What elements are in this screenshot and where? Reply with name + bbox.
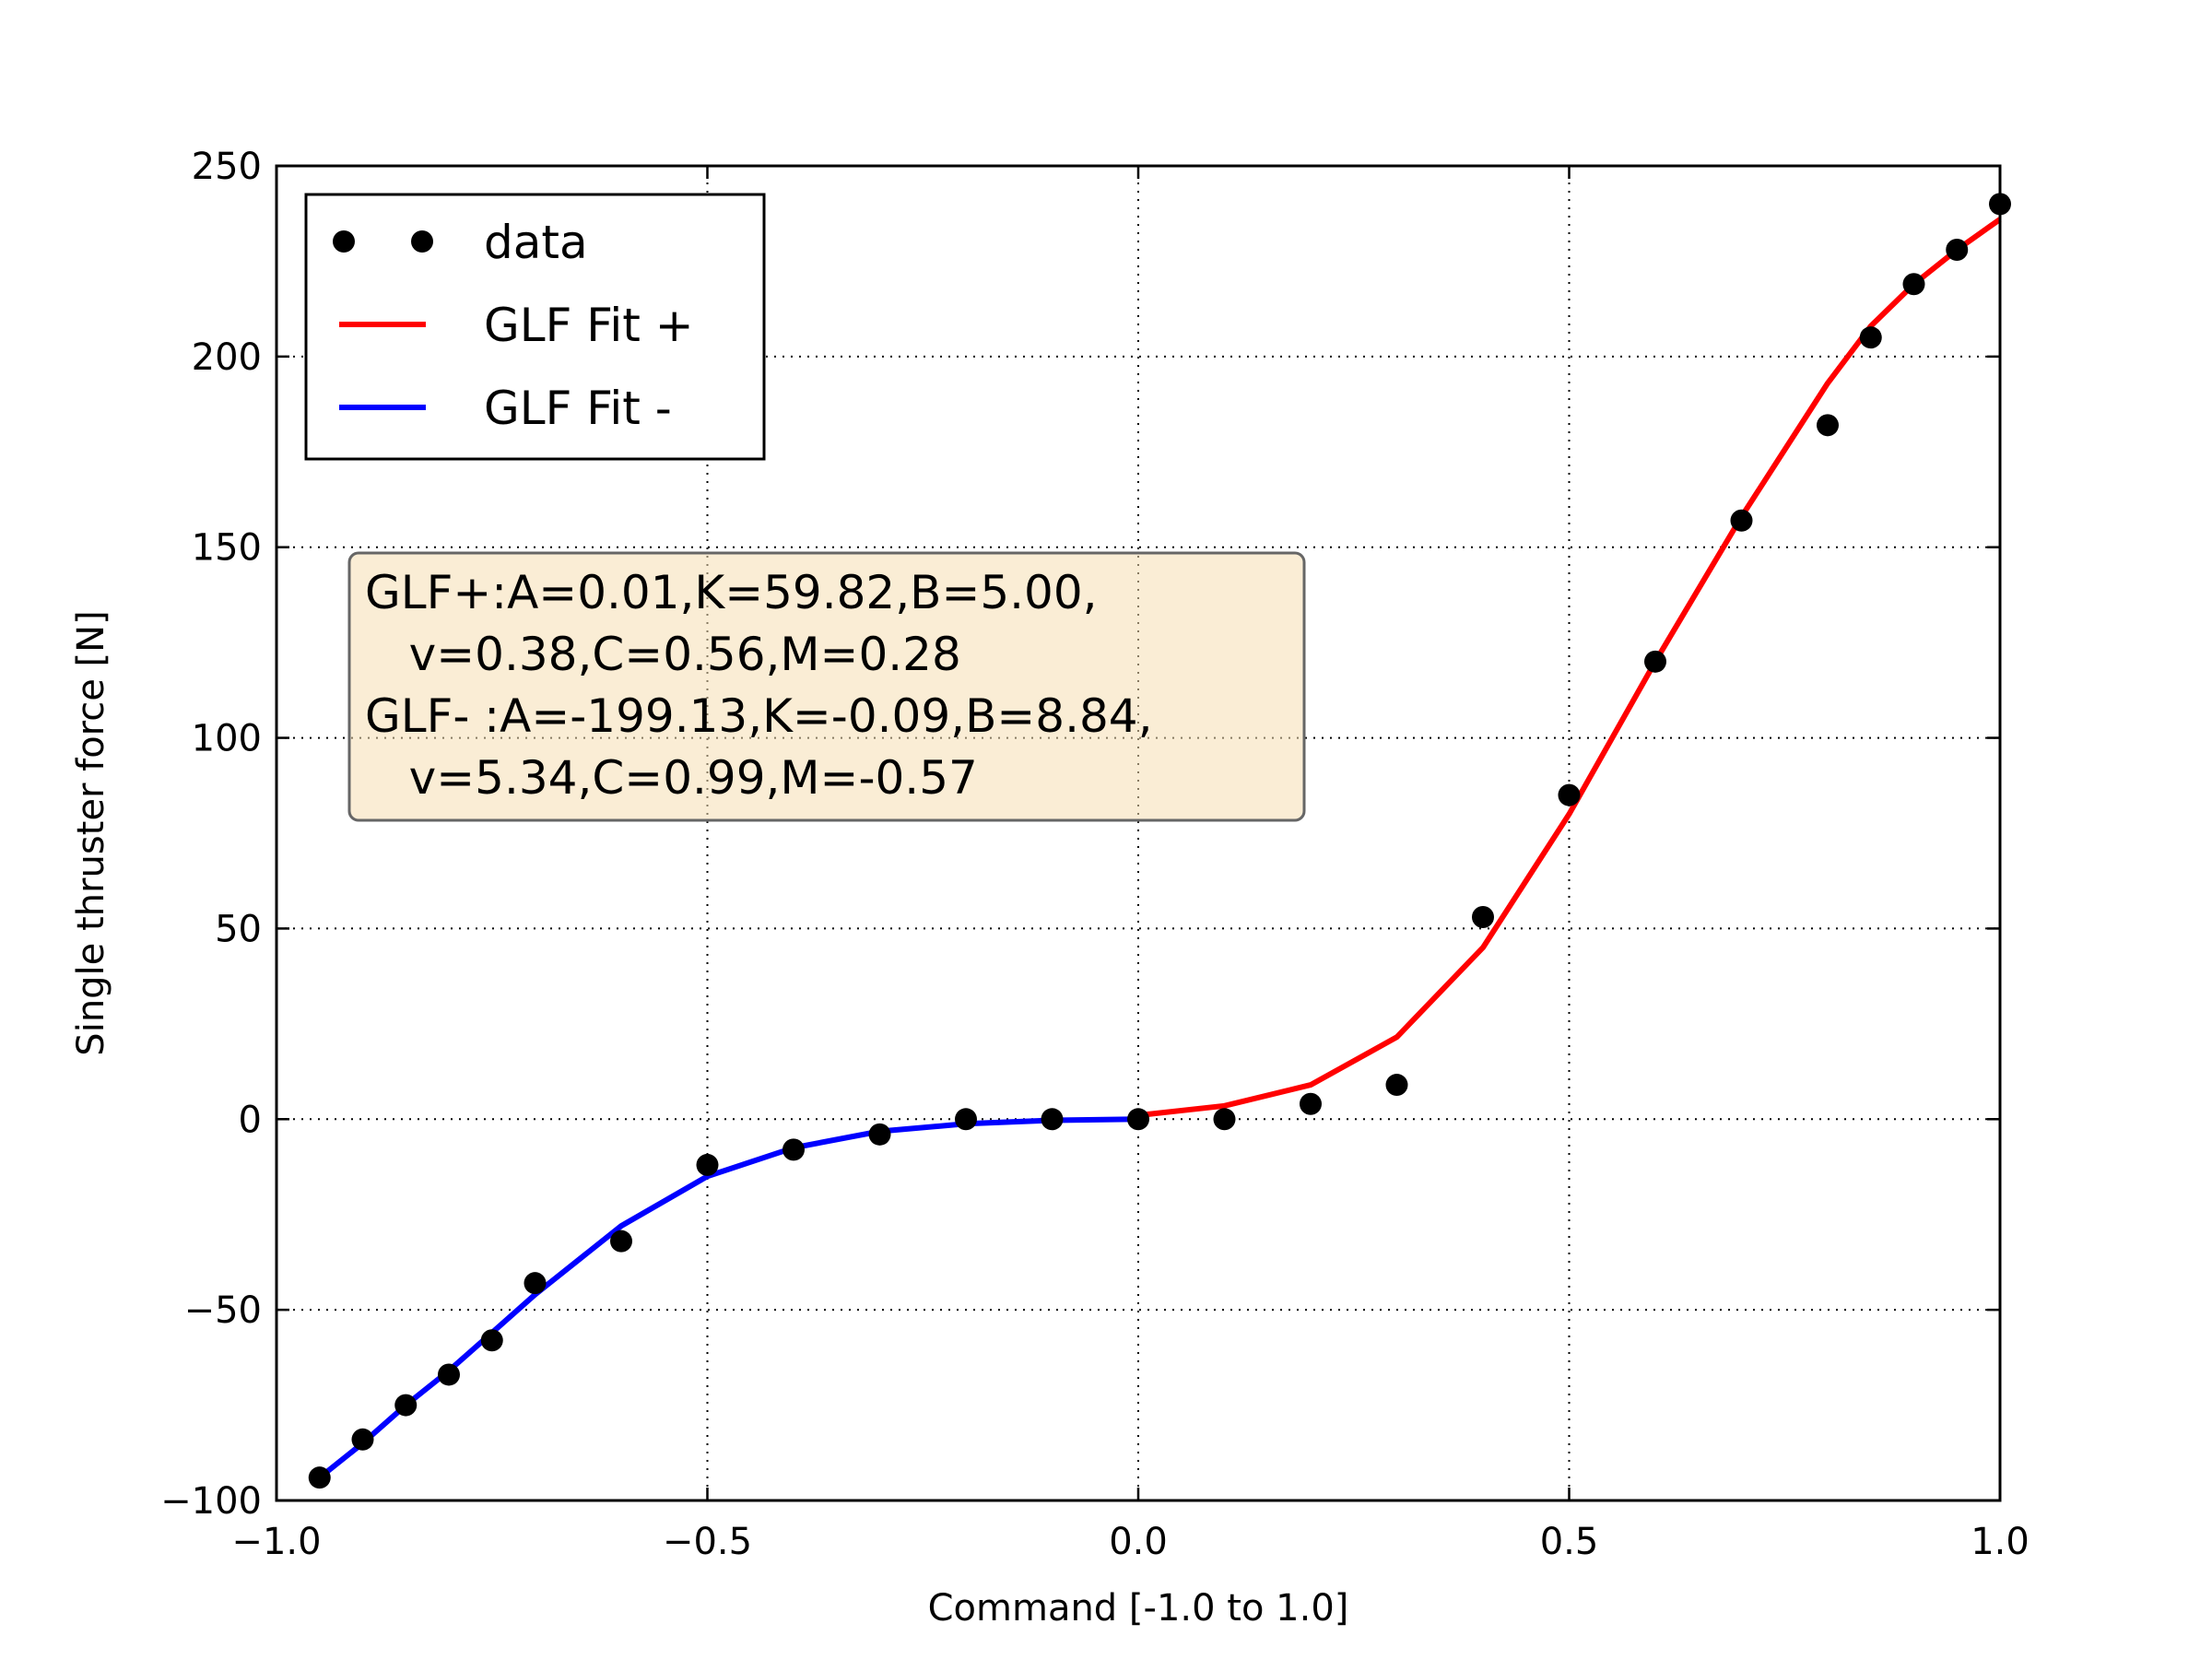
annotation-background: [347, 551, 1306, 822]
y-tick-label-6: 200: [192, 336, 262, 379]
y-tick-label-5: 150: [192, 527, 262, 570]
data-point-22: [1902, 273, 1925, 296]
legend-label-glf-fit-minus: GLF Fit -: [484, 382, 672, 435]
data-point-20: [1817, 414, 1839, 437]
data-point-14: [1300, 1092, 1322, 1115]
x-tick-label-3: 0.5: [1540, 1521, 1599, 1563]
data-point-18: [1644, 650, 1666, 673]
y-tick-label-3: 50: [215, 908, 262, 950]
data-point-1: [351, 1428, 374, 1451]
y-tick-label-7: 250: [192, 146, 262, 188]
x-tick-labels: −1.0 −0.5 0.0 0.5 1.0: [231, 1521, 2029, 1563]
x-axis-label: Command [-1.0 to 1.0]: [928, 1587, 1349, 1630]
data-point-8: [782, 1138, 805, 1161]
data-point-15: [1385, 1074, 1408, 1097]
data-point-21: [1859, 326, 1882, 349]
legend-label-data: data: [484, 216, 588, 269]
data-point-13: [1213, 1108, 1236, 1131]
fit-parameters-box: GLF+:A=0.01,K=59.82,B=5.00, v=0.38,C=0.5…: [347, 551, 1306, 822]
y-tick-label-2: 0: [239, 1099, 262, 1141]
legend-marker-b: [411, 230, 433, 253]
annotation-line-2: v=0.38,C=0.56,M=0.28: [365, 628, 961, 681]
x-tick-label-2: 0.0: [1109, 1521, 1168, 1563]
data-point-17: [1558, 783, 1581, 806]
data-point-6: [610, 1230, 632, 1253]
legend: data GLF Fit + GLF Fit -: [304, 193, 766, 461]
y-tick-label-4: 100: [192, 718, 262, 760]
x-tick-label-1: −0.5: [663, 1521, 752, 1563]
data-point-10: [955, 1108, 977, 1131]
data-point-19: [1730, 509, 1753, 532]
data-point-2: [394, 1394, 418, 1417]
legend-label-glf-fit-plus: GLF Fit +: [484, 299, 694, 352]
data-point-7: [696, 1153, 719, 1176]
axis-ticks: [275, 164, 2002, 1502]
data-point-11: [1041, 1108, 1064, 1131]
data-point-23: [1946, 239, 1969, 262]
x-tick-label-4: 1.0: [1971, 1521, 2030, 1563]
data-point-12: [1127, 1108, 1149, 1131]
data-point-16: [1472, 906, 1494, 929]
annotation-line-3: GLF- :A=-199.13,K=-0.09,B=8.84,: [365, 689, 1153, 743]
data-point-4: [480, 1329, 503, 1352]
y-tick-labels: −100 −50 0 50 100 150 200 250: [160, 146, 262, 1523]
data-point-9: [868, 1123, 891, 1146]
annotation-line-1: GLF+:A=0.01,K=59.82,B=5.00,: [365, 566, 1098, 619]
annotation-line-4: v=5.34,C=0.99,M=-0.57: [365, 751, 978, 805]
data-points: [308, 193, 2011, 1489]
x-tick-label-0: −1.0: [231, 1521, 321, 1563]
data-point-3: [438, 1363, 460, 1386]
legend-key-data: [333, 230, 433, 253]
data-point-5: [524, 1272, 547, 1295]
y-axis-label: Single thruster force [N]: [70, 610, 112, 1055]
legend-marker-a: [333, 230, 355, 253]
y-tick-label-1: −50: [184, 1289, 262, 1332]
y-tick-label-0: −100: [160, 1480, 262, 1523]
data-point-0: [308, 1466, 331, 1489]
